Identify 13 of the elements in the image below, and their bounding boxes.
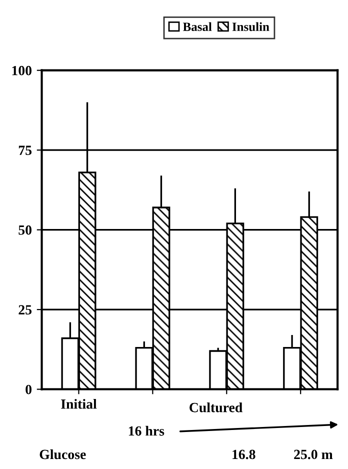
x-tick-label: Initial: [61, 398, 97, 409]
y-tick-label: 25: [18, 305, 32, 314]
legend-label: Basal: [182, 22, 212, 32]
text: Glucose: [40, 449, 86, 460]
legend-label: Insulin: [232, 22, 270, 32]
text: 16 hrs: [128, 426, 164, 436]
y-tick-label: 75: [18, 146, 32, 156]
text: 25.0 m: [294, 450, 333, 460]
y-tick-label: 0: [26, 384, 32, 394]
text: 16.8: [232, 450, 256, 460]
y-tick-label: 100: [12, 66, 32, 76]
text: Cultured: [190, 402, 242, 412]
y-tick-label: 50: [18, 225, 32, 235]
